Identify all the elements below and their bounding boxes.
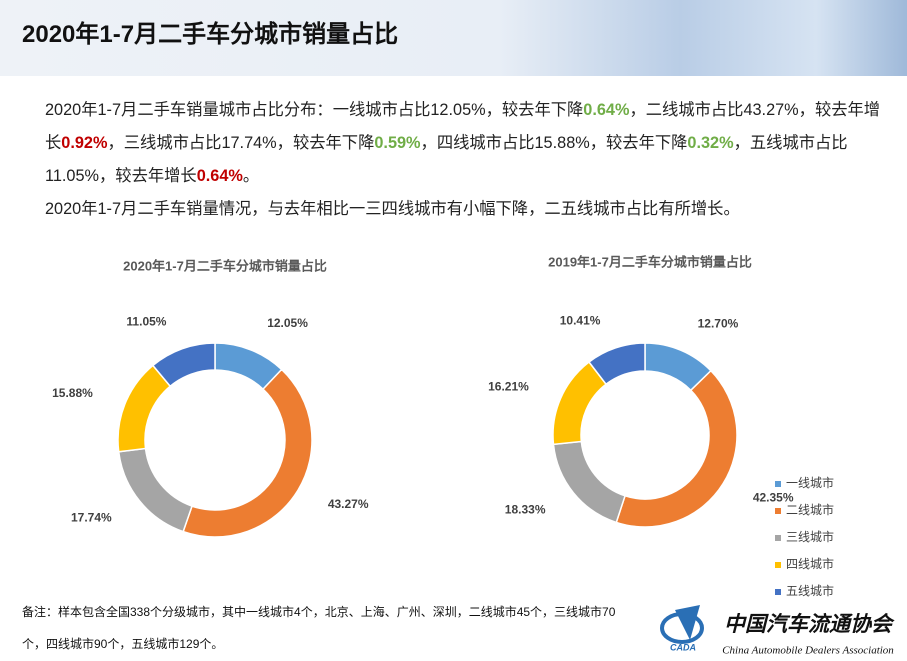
legend-label: 一线城市 <box>786 475 834 490</box>
text: ，五线城市占比11.05%，较去年增长 <box>45 134 848 185</box>
legend-swatch <box>775 562 781 568</box>
donut-slice <box>117 364 172 453</box>
chart-title: 2020年1-7月二手车分城市销量占比 <box>123 258 327 273</box>
text: ，二线城市占比43.27%，较去年增长 <box>45 101 881 152</box>
data-label: 12.05% <box>267 316 308 330</box>
donut-slice <box>182 368 313 538</box>
paragraph-line: 2020年1-7月二手车销量情况，与去年相比一三四线城市有小幅下降，二五线城市占… <box>45 193 895 226</box>
legend-label: 三线城市 <box>786 529 834 544</box>
data-label: 17.74% <box>71 511 112 525</box>
logo-name-en: China Automobile Dealers Association <box>722 645 894 657</box>
legend-label: 五线城市 <box>786 583 834 598</box>
legend-swatch <box>775 535 781 541</box>
legend-label: 二线城市 <box>786 502 834 517</box>
highlight: 0.59% <box>374 134 421 152</box>
legend-swatch <box>775 481 781 487</box>
logo-mark <box>675 605 700 640</box>
logo-abbr: CADA <box>670 642 696 652</box>
donut-slice <box>587 342 646 386</box>
note: 备注：样本包含全国338个分级城市，其中一线城市4个，北京、上海、广州、深圳，二… <box>22 605 616 651</box>
donut-slice <box>615 369 738 528</box>
data-label: 43.27% <box>328 497 369 511</box>
text: 2020年1-7月二手车销量情况，与去年相比一三四线城市有小幅下降，二五线城市占… <box>45 200 740 218</box>
data-label: 18.33% <box>505 502 546 516</box>
highlight: 0.64% <box>583 101 630 119</box>
logo-name: 中国汽车流通协会 <box>724 612 895 636</box>
highlight: 0.32% <box>687 134 734 152</box>
data-label: 42.35% <box>753 491 794 505</box>
text: ，三线城市占比17.74%，较去年下降 <box>107 134 375 152</box>
paragraph: 2020年1-7月二手车销量城市占比分布：一线城市占比12.05%，较去年下降0… <box>45 94 895 226</box>
header-title: 2020年1-7月二手车分城市销量占比 <box>22 21 399 48</box>
header: 2020年1-7月二手车分城市销量占比 <box>0 0 907 76</box>
legend-label: 四线城市 <box>786 556 834 571</box>
chart-title: 2019年1-7月二手车分城市销量占比 <box>548 254 752 269</box>
text: 2020年1-7月二手车销量城市占比分布：一线城市占比12.05%，较去年下降 <box>45 101 584 119</box>
logo: CADA 中国汽车流通协会 China Automobile Dealers A… <box>660 605 895 657</box>
text: 。 <box>242 167 260 185</box>
donut-slice <box>151 342 216 388</box>
donut-slice <box>552 440 626 524</box>
data-label: 12.70% <box>698 317 739 331</box>
highlight: 0.64% <box>196 167 243 185</box>
paragraph-line: 2020年1-7月二手车销量城市占比分布：一线城市占比12.05%，较去年下降0… <box>45 94 895 193</box>
legend-swatch <box>775 589 781 595</box>
text: ，四线城市占比15.88%，较去年下降 <box>420 134 688 152</box>
data-label: 15.88% <box>52 386 93 400</box>
donut-slice <box>117 447 193 533</box>
legend-swatch <box>775 508 781 514</box>
data-label: 16.21% <box>488 380 529 394</box>
data-label: 10.41% <box>560 314 601 328</box>
data-label: 11.05% <box>126 315 166 329</box>
highlight: 0.92% <box>61 134 108 152</box>
